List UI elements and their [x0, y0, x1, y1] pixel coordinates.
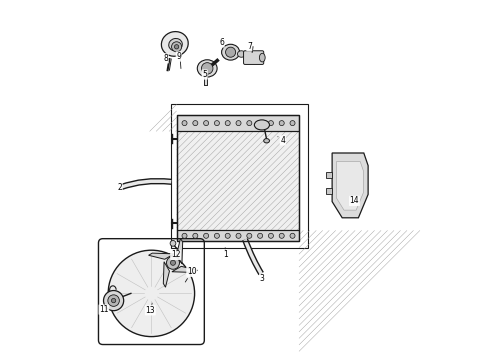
- Circle shape: [108, 250, 195, 337]
- Text: 1: 1: [223, 250, 227, 259]
- Circle shape: [171, 260, 175, 265]
- Circle shape: [279, 121, 284, 126]
- Bar: [171, 104, 308, 248]
- Ellipse shape: [264, 139, 270, 143]
- Circle shape: [201, 63, 213, 74]
- Circle shape: [279, 233, 284, 238]
- Circle shape: [174, 45, 179, 49]
- Circle shape: [193, 233, 198, 238]
- Text: 5: 5: [202, 70, 207, 79]
- Bar: [176, 131, 299, 230]
- Circle shape: [258, 233, 263, 238]
- Circle shape: [290, 121, 295, 126]
- Polygon shape: [337, 162, 364, 210]
- Circle shape: [204, 121, 209, 126]
- Text: 6: 6: [219, 38, 224, 47]
- FancyBboxPatch shape: [244, 51, 264, 64]
- Bar: [176, 230, 299, 241]
- Circle shape: [103, 291, 123, 311]
- Ellipse shape: [238, 51, 245, 57]
- Polygon shape: [148, 253, 174, 259]
- Circle shape: [111, 298, 116, 303]
- Circle shape: [225, 47, 236, 57]
- Circle shape: [215, 121, 220, 126]
- Ellipse shape: [169, 39, 182, 51]
- Text: 9: 9: [176, 52, 181, 61]
- Text: 2: 2: [117, 183, 122, 192]
- Text: 11: 11: [99, 305, 109, 314]
- Circle shape: [247, 121, 252, 126]
- Text: 7: 7: [247, 41, 252, 50]
- Bar: [326, 172, 333, 178]
- Circle shape: [258, 121, 263, 126]
- Polygon shape: [172, 266, 197, 273]
- Text: 14: 14: [350, 197, 359, 205]
- Bar: [176, 131, 299, 230]
- Circle shape: [204, 233, 209, 238]
- Circle shape: [182, 233, 187, 238]
- Text: 10: 10: [187, 267, 196, 276]
- Polygon shape: [176, 238, 183, 264]
- Circle shape: [172, 42, 182, 52]
- Circle shape: [269, 121, 273, 126]
- Polygon shape: [332, 153, 368, 218]
- Circle shape: [236, 233, 241, 238]
- Circle shape: [236, 121, 241, 126]
- Circle shape: [167, 256, 179, 269]
- Ellipse shape: [221, 44, 240, 60]
- Circle shape: [170, 240, 176, 246]
- Bar: [176, 115, 299, 131]
- Ellipse shape: [197, 60, 217, 77]
- Text: 3: 3: [260, 274, 265, 283]
- Text: 13: 13: [146, 306, 155, 315]
- Text: 12: 12: [171, 251, 180, 259]
- Circle shape: [247, 233, 252, 238]
- Circle shape: [182, 121, 187, 126]
- Circle shape: [269, 233, 273, 238]
- Text: 8: 8: [164, 54, 168, 63]
- Circle shape: [108, 295, 120, 306]
- Bar: [326, 188, 333, 194]
- Ellipse shape: [161, 32, 188, 56]
- Circle shape: [225, 233, 230, 238]
- Circle shape: [225, 121, 230, 126]
- Circle shape: [290, 233, 295, 238]
- Ellipse shape: [259, 53, 265, 62]
- Bar: [176, 115, 299, 241]
- Circle shape: [215, 233, 220, 238]
- Text: 4: 4: [280, 136, 285, 145]
- Polygon shape: [163, 262, 170, 287]
- Ellipse shape: [254, 120, 270, 130]
- Circle shape: [193, 121, 198, 126]
